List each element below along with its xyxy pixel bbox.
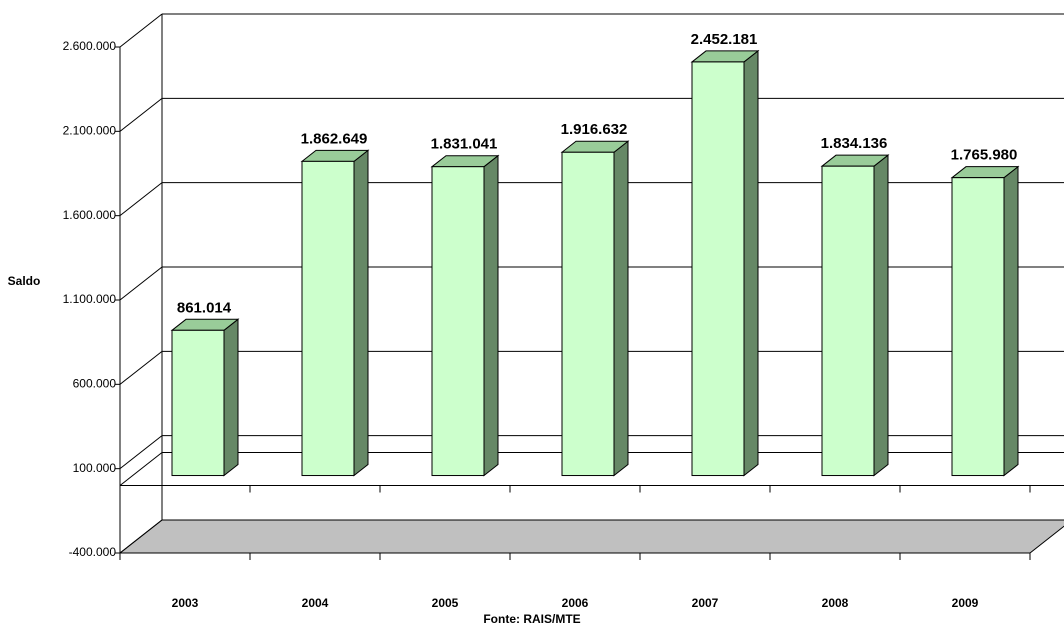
x-tick-label: 2009 xyxy=(952,596,979,610)
bar xyxy=(821,165,875,477)
value-label: 1.862.649 xyxy=(301,130,368,147)
value-label: 1.834.136 xyxy=(821,135,888,152)
x-tick-label: 2005 xyxy=(432,596,459,610)
x-tick-label: 2006 xyxy=(562,596,589,610)
grid-line-side xyxy=(119,13,163,48)
y-tick-label: 2.600.000 xyxy=(63,39,117,53)
y-tick-label: 600.000 xyxy=(73,377,117,391)
bar xyxy=(691,61,745,477)
y-tick-label: 1.100.000 xyxy=(63,292,117,306)
value-label: 1.916.632 xyxy=(561,121,628,138)
y-axis-label: Saldo xyxy=(8,274,41,288)
value-label: 861.014 xyxy=(177,299,232,316)
bar-side xyxy=(353,149,369,477)
x-tick-label: 2007 xyxy=(692,596,719,610)
x-tick-label: 2004 xyxy=(302,596,329,610)
value-label: 2.452.181 xyxy=(691,31,758,48)
bar xyxy=(301,160,355,477)
zero-line-side xyxy=(119,452,163,486)
y-tick-label: 1.600.000 xyxy=(63,208,117,222)
x-tick-label: 2003 xyxy=(172,596,199,610)
bar-side xyxy=(483,154,499,477)
source-note: Fonte: RAIS/MTE xyxy=(483,612,580,626)
grid-line-side xyxy=(119,266,163,301)
grid-line-side xyxy=(119,182,163,217)
bar xyxy=(171,329,225,477)
value-label: 1.765.980 xyxy=(951,147,1018,164)
grid-line-side xyxy=(119,350,163,385)
bar-side xyxy=(613,140,629,477)
value-label: 1.831.041 xyxy=(431,136,498,153)
y-tick-label: 100.000 xyxy=(73,461,117,475)
grid-line-side xyxy=(119,435,163,470)
bar-side xyxy=(873,154,889,477)
y-tick-label: 2.100.000 xyxy=(63,124,117,138)
bar-side xyxy=(223,318,239,477)
y-tick-label: -400.000 xyxy=(69,545,117,559)
bar-side xyxy=(743,49,759,477)
grid-line-side xyxy=(119,519,163,554)
floor xyxy=(118,519,1064,554)
bar-side xyxy=(1003,165,1019,477)
bar xyxy=(431,166,485,477)
bar xyxy=(561,151,615,477)
bar xyxy=(951,177,1005,477)
grid-line-side xyxy=(119,97,163,132)
x-tick-label: 2008 xyxy=(822,596,849,610)
